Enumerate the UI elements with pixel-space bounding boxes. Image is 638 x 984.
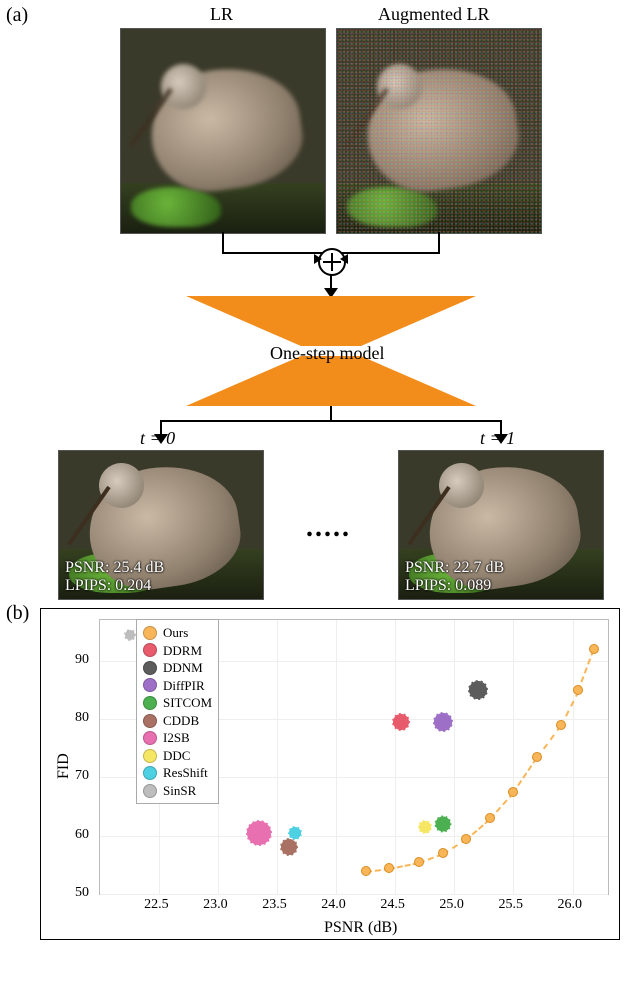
y-tick-label: 80 [75,710,89,726]
caption-aug-lr: Augmented LR [378,4,489,25]
method-marker [246,820,272,846]
legend-swatch [143,661,157,675]
x-tick-label: 23.5 [262,897,287,913]
psnr-text: PSNR: 22.7 dB [405,558,504,577]
legend-swatch [143,678,157,692]
legend-swatch [143,626,157,640]
method-marker [468,680,488,700]
legend-label: SinSR [163,782,196,800]
x-tick-label: 23.0 [203,897,228,913]
legend-label: I2SB [163,729,190,747]
y-tick-label: 50 [75,885,89,901]
arrowhead-icon [340,254,348,264]
ours-curve-point [556,720,566,730]
legend-label: DDNM [163,659,203,677]
legend-item: SinSR [143,782,212,800]
gridline-h [100,894,608,895]
method-marker [392,713,410,731]
image-lr [120,28,326,234]
flow-line [438,232,440,252]
legend: OursDDRMDDNMDiffPIRSITCOMCDDBI2SBDDCResS… [136,619,219,804]
flow-line [222,232,224,252]
legend-item: ResShift [143,764,212,782]
ours-curve-point [414,857,424,867]
model-label: One-step model [270,343,384,364]
legend-label: Ours [163,624,188,642]
image-out-t0: PSNR: 25.4 dB LPIPS: 0.204 [58,450,264,600]
ours-curve-point [589,644,599,654]
method-marker [418,820,432,834]
x-axis-label: PSNR (dB) [324,919,397,937]
psnr-text: PSNR: 25.4 dB [65,558,164,577]
flow-line [330,406,332,420]
caption-lr: LR [210,4,233,25]
panel-b-label: (b) [6,602,29,625]
legend-item: DDNM [143,659,212,677]
flow-line [160,420,502,422]
t1-label: t = 1 [480,428,515,449]
ours-curve-point [485,813,495,823]
y-tick-label: 90 [75,652,89,668]
method-marker [288,826,302,840]
ours-curve-point [361,866,371,876]
x-tick-label: 25.0 [439,897,464,913]
image-aug-lr [336,28,542,234]
legend-label: DDC [163,747,190,765]
ours-curve-point [384,863,394,873]
legend-item: SITCOM [143,694,212,712]
legend-swatch [143,749,157,763]
legend-item: I2SB [143,729,212,747]
method-marker [280,838,298,856]
ours-curve-point [573,685,583,695]
legend-label: ResShift [163,764,208,782]
arrowhead-icon [314,254,322,264]
ours-curve-point [508,787,518,797]
legend-swatch [143,714,157,728]
legend-item: DiffPIR [143,677,212,695]
method-marker [434,816,451,833]
image-out-t1: PSNR: 22.7 dB LPIPS: 0.089 [398,450,604,600]
x-tick-label: 26.0 [558,897,583,913]
legend-swatch [143,696,157,710]
legend-label: CDDB [163,712,199,730]
legend-swatch [143,766,157,780]
legend-item: Ours [143,624,212,642]
t0-label: t = 0 [140,428,175,449]
panel-a-label: (a) [6,4,28,27]
method-marker [124,629,136,641]
method-marker [433,712,453,732]
legend-item: DDRM [143,642,212,660]
lpips-text: LPIPS: 0.089 [405,576,491,595]
legend-label: DiffPIR [163,677,205,695]
ours-curve-point [438,848,448,858]
legend-swatch [143,643,157,657]
fid-psnr-chart: PSNR (dB) FID OursDDRMDDNMDiffPIRSITCOMC… [40,608,620,940]
y-axis-label: FID [55,753,73,779]
x-tick-label: 22.5 [144,897,169,913]
x-tick-label: 24.5 [380,897,405,913]
x-tick-label: 25.5 [498,897,523,913]
ours-curve-point [532,752,542,762]
lpips-text: LPIPS: 0.204 [65,576,151,595]
figure-page: (a) LR Augmented LR One-step model [0,0,638,984]
legend-swatch [143,784,157,798]
legend-swatch [143,731,157,745]
y-tick-label: 70 [75,768,89,784]
legend-item: CDDB [143,712,212,730]
x-tick-label: 24.0 [321,897,346,913]
legend-label: DDRM [163,642,202,660]
legend-label: SITCOM [163,694,212,712]
dots: ..... [306,512,351,544]
legend-item: DDC [143,747,212,765]
gridline-h [100,836,608,837]
y-tick-label: 60 [75,827,89,843]
ours-curve-point [461,834,471,844]
